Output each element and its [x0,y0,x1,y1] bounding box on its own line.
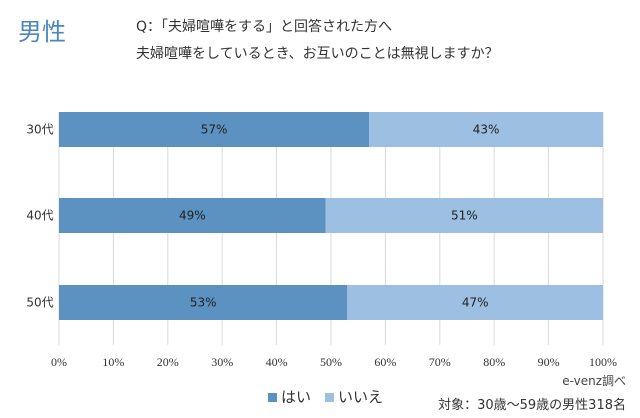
data-label: 57% [201,123,228,137]
category-label: 30代 [26,123,53,137]
x-tick-label: 40% [266,355,288,369]
x-tick-label: 30% [211,355,233,369]
bar-no [369,112,603,147]
legend-swatch-yes [268,393,277,402]
data-label: 53% [190,296,217,310]
x-tick-label: 80% [483,355,505,369]
x-tick-label: 60% [374,355,396,369]
data-label: 49% [179,209,206,223]
gender-label: 男性 [18,18,66,46]
question-line-2: 夫婦喧嘩をしているとき、お互いのことは無視しますか？ [136,46,499,62]
x-tick-label: 0% [51,355,67,369]
data-label: 47% [462,296,489,310]
data-label: 43% [473,123,500,137]
data-label: 51% [451,209,478,223]
bar-no [347,285,603,320]
x-tick-label: 20% [157,355,179,369]
bar-yes [59,198,326,233]
category-label: 40代 [26,209,53,223]
x-tick-label: 70% [429,355,451,369]
category-label: 50代 [26,296,53,310]
legend-item-no: いいえ [325,386,383,407]
legend-label-no: いいえ [338,388,384,406]
legend: はい いいえ [268,386,383,407]
bar-yes [59,285,348,320]
legend-swatch-no [325,393,335,402]
bar-yes [59,112,370,147]
target-note: 対象：30歳〜59歳の男性318名 [438,398,626,413]
source-note: e-venz調べ [562,374,626,388]
x-tick-label: 100% [589,355,617,369]
x-tick-label: 90% [538,355,560,369]
x-tick-label: 50% [320,355,342,369]
legend-label-yes: はい [281,388,312,406]
bar-no [325,198,603,233]
question-line-1: Q：「夫婦喧嘩をする」と回答された方へ [136,19,393,35]
legend-item-yes: はい [268,386,311,407]
x-tick-label: 10% [102,355,124,369]
